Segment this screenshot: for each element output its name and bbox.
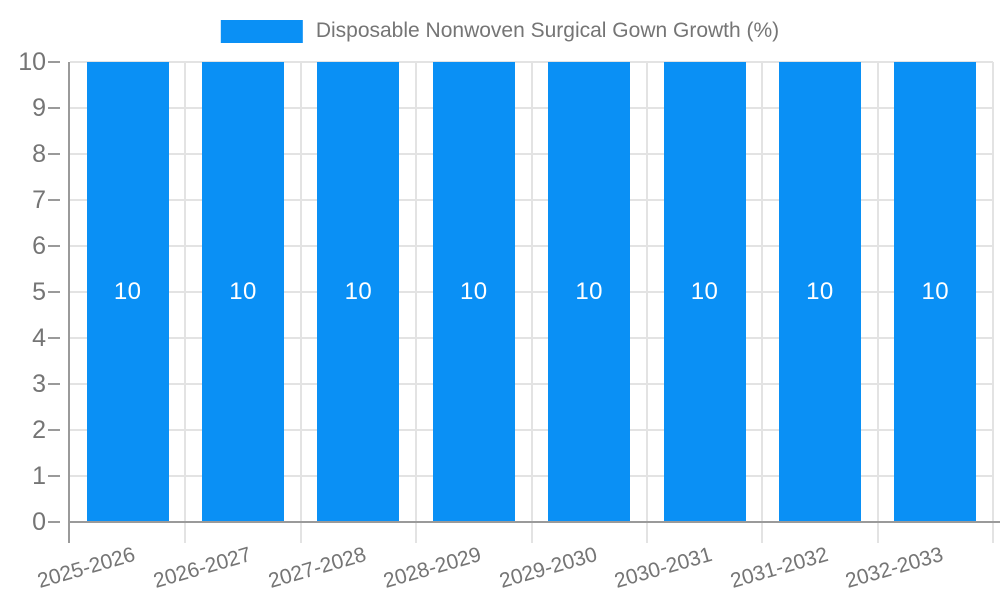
x-tick-label: 2030-2031: [612, 543, 715, 593]
v-gridline: [530, 62, 533, 543]
x-tick-label: 2028-2029: [381, 543, 485, 593]
y-tick-mark: [48, 337, 60, 339]
x-tick-label: 2031-2032: [727, 543, 831, 593]
y-axis-line: [68, 62, 70, 543]
x-tick-label: 2032-2033: [842, 543, 946, 593]
v-gridline: [992, 62, 994, 543]
y-tick-mark: [48, 383, 60, 385]
legend-swatch: [220, 19, 303, 43]
bar: [894, 62, 977, 522]
legend-label: Disposable Nonwoven Surgical Gown Growth…: [315, 19, 780, 42]
x-axis-line: [68, 521, 1000, 523]
y-tick-mark: [48, 475, 60, 477]
bar: [86, 62, 169, 522]
y-tick-label: 3: [32, 370, 46, 398]
bar: [202, 62, 285, 522]
bar-value-label: 10: [229, 278, 257, 305]
y-tick-mark: [48, 291, 60, 293]
bar-value-label: 10: [459, 278, 488, 305]
v-gridline: [415, 62, 418, 543]
bar: [548, 62, 631, 522]
v-gridline: [645, 62, 648, 543]
y-tick-label: 8: [32, 140, 46, 168]
y-tick-label: 0: [32, 508, 46, 536]
bar-value-label: 10: [921, 278, 950, 305]
x-tick-label: 2026-2027: [150, 543, 254, 593]
v-gridline: [184, 62, 187, 543]
y-tick-label: 10: [18, 48, 46, 76]
bar-value-label: 10: [575, 278, 604, 305]
y-tick-mark: [48, 245, 60, 247]
bar: [778, 62, 861, 522]
bar-value-label: 10: [113, 278, 142, 305]
bar-value-label: 10: [690, 278, 719, 305]
y-tick-mark: [48, 199, 60, 201]
y-tick-label: 9: [32, 94, 46, 122]
v-gridline: [876, 62, 879, 543]
x-tick-label: 2027-2028: [265, 543, 369, 593]
v-gridline: [761, 62, 764, 543]
y-tick-mark: [48, 107, 60, 109]
y-tick-mark: [48, 521, 60, 523]
y-tick-label: 4: [32, 324, 46, 352]
y-tick-mark: [48, 61, 60, 63]
y-tick-label: 1: [32, 462, 46, 490]
bar-value-label: 10: [344, 278, 373, 305]
y-tick-label: 6: [32, 232, 46, 260]
v-gridline: [299, 62, 302, 543]
y-tick-mark: [48, 153, 60, 155]
bar-value-label: 10: [806, 278, 834, 305]
y-tick-label: 5: [32, 278, 46, 306]
x-tick-label: 2025-2026: [35, 543, 139, 593]
y-tick-label: 7: [32, 186, 46, 214]
plot-area: 10 10 10 10 10 10 10 10: [70, 61, 994, 543]
chart-legend: Disposable Nonwoven Surgical Gown Growth…: [220, 19, 780, 43]
bar: [663, 62, 746, 522]
bar: [432, 62, 515, 522]
y-tick-label: 2: [32, 416, 46, 444]
y-tick-mark: [48, 429, 60, 431]
x-tick-label: 2029-2030: [496, 543, 600, 593]
bar: [317, 62, 400, 522]
